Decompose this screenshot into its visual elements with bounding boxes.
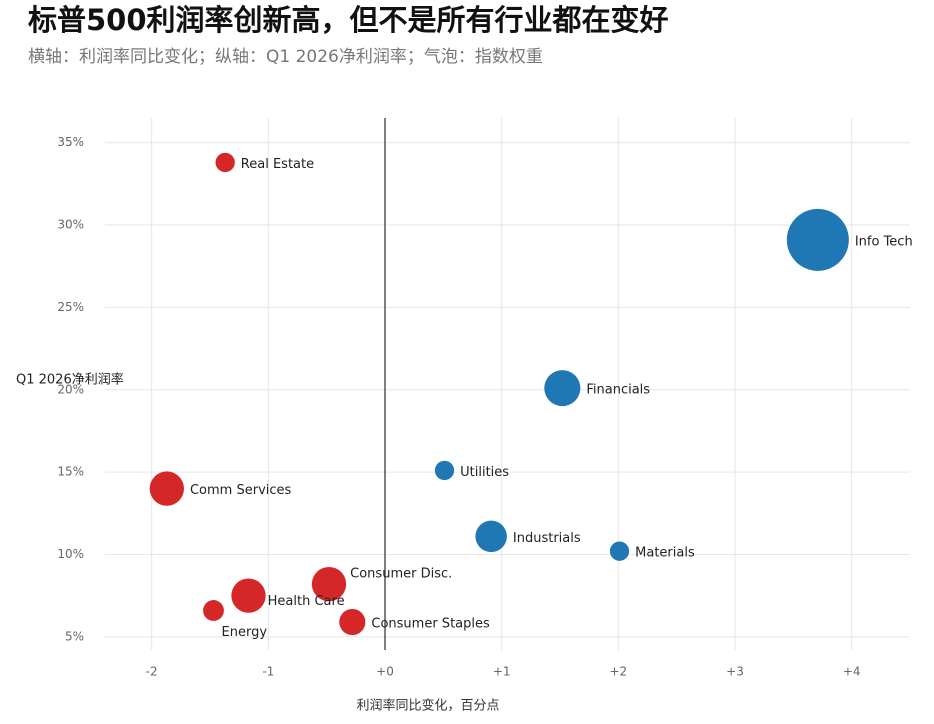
bubble-label: Consumer Staples (371, 617, 490, 632)
bubble (475, 520, 507, 553)
y-tick-label: 35% (57, 135, 84, 149)
chart-subtitle: 横轴：利润率同比变化；纵轴：Q1 2026净利润率；气泡：指数权重 (28, 47, 543, 67)
bubble-label: Real Estate (241, 157, 314, 172)
bubble-label: Energy (222, 625, 268, 640)
bubble (149, 471, 184, 506)
bubble (231, 578, 266, 613)
y-tick-label: 5% (65, 629, 84, 643)
bubble (203, 600, 224, 621)
y-tick-label: 30% (57, 218, 84, 232)
bubble-label: Comm Services (190, 483, 292, 498)
bubble (544, 370, 581, 407)
x-tick-label: -2 (146, 665, 158, 679)
x-tick-label: +3 (726, 665, 744, 679)
bubble (786, 208, 849, 271)
bubble-label: Utilities (460, 465, 509, 480)
bubble-label: Health Care (268, 594, 345, 609)
x-tick-label: +1 (493, 665, 511, 679)
bubble (311, 566, 347, 602)
y-tick-label: 25% (57, 300, 84, 314)
bubble (434, 460, 455, 481)
x-axis-label: 利润率同比变化，百分点 (356, 698, 499, 714)
bubble (609, 541, 630, 561)
bubble-label: Industrials (513, 531, 581, 546)
chart-title: 标普500利润率创新高，但不是所有行业都在变好 (28, 3, 669, 37)
x-tick-label: +2 (609, 665, 627, 679)
x-tick-label: -1 (262, 665, 274, 679)
bubble (339, 608, 366, 636)
bubble-label: Info Tech (855, 234, 913, 249)
y-tick-label: 20% (57, 382, 84, 396)
y-tick-label: 10% (57, 547, 84, 561)
bubble-label: Materials (635, 546, 695, 561)
bubble (215, 152, 235, 173)
y-axis-label: Q1 2026净利润率 (16, 372, 124, 388)
x-tick-label: +0 (376, 665, 394, 679)
y-tick-label: 15% (57, 465, 84, 479)
x-tick-label: +4 (843, 665, 861, 679)
bubble-label: Financials (586, 383, 650, 398)
bubble-label: Consumer Disc. (350, 567, 452, 582)
